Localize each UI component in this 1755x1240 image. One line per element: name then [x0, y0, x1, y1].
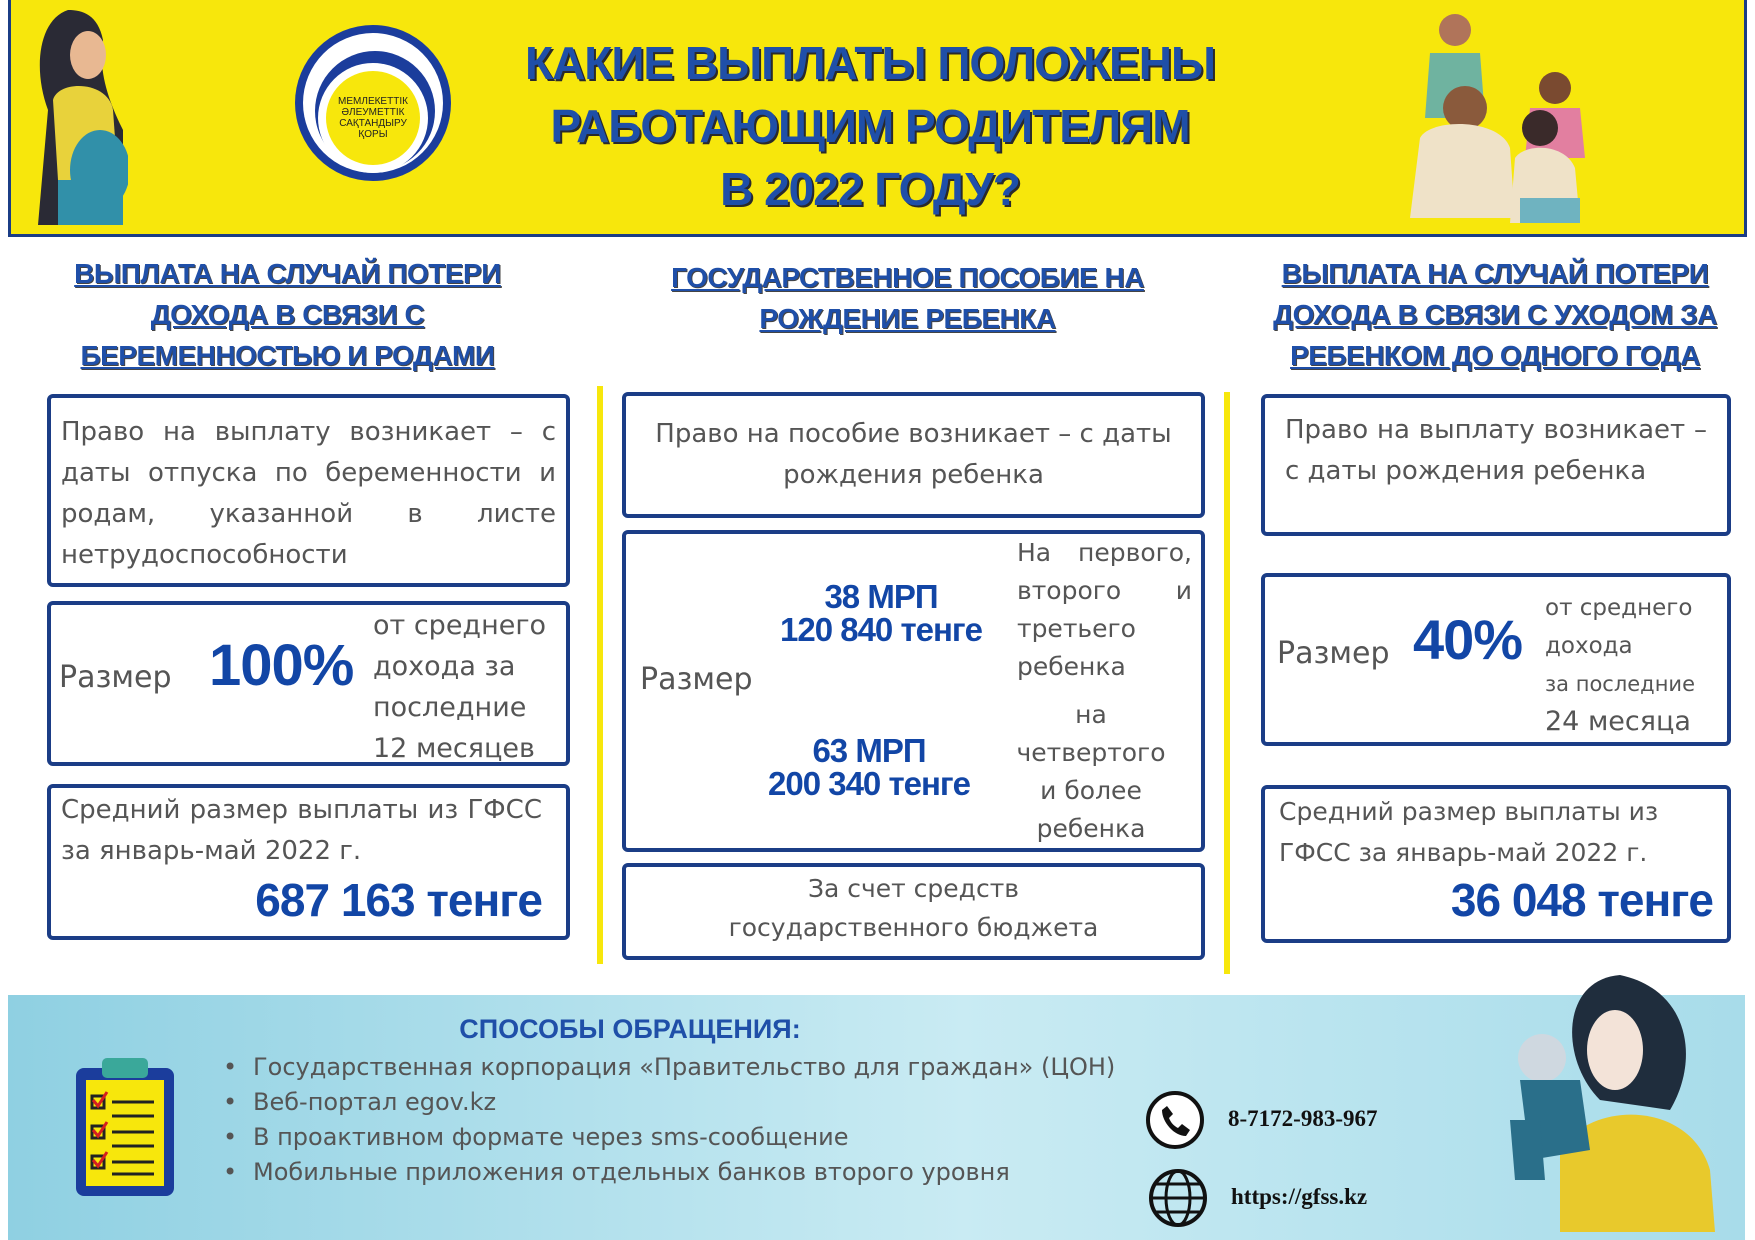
phone-number[interactable]: 8-7172-983-967: [1228, 1106, 1378, 1131]
tier-tenge: 200 340 тенге: [768, 765, 971, 802]
column-heading-maternity: ВЫПЛАТА НА СЛУЧАЙ ПОТЕРИ ДОХОДА В СВЯЗИ …: [30, 253, 545, 376]
contact-method-item: Веб-портал egov.kz: [223, 1088, 496, 1116]
contact-method-item: Государственная корпорация «Правительств…: [223, 1053, 1115, 1081]
tier-mrp: 63 МРП: [812, 732, 926, 769]
clipboard-checklist-icon: [76, 1058, 174, 1196]
contact-method-item: В проактивном формате через sms-сообщени…: [223, 1123, 849, 1151]
eligibility-text: Право на выплату возникает – с даты отпу…: [61, 417, 556, 570]
size-note-line: за последние: [1545, 672, 1695, 696]
tier-note: на четвертого и более ребенка: [1016, 700, 1166, 843]
size-label: Размер: [1277, 636, 1390, 671]
page-title-line: КАКИЕ ВЫПЛАТЫ ПОЛОЖЕНЫ: [525, 37, 1216, 89]
tier-note: На первого, второго и третьего ребенка: [1017, 538, 1192, 681]
average-text: Средний размер выплаты из ГФСС за январь…: [61, 795, 542, 866]
average-value: 687 163 тенге: [255, 874, 543, 926]
size-box: Размер 38 МРП 120 840 тенге На первого, …: [622, 530, 1205, 852]
heading-line: РЕБЕНКОМ ДО ОДНОГО ГОДА: [1290, 340, 1700, 371]
size-label: Размер: [59, 660, 172, 695]
heading-line: РОЖДЕНИЕ РЕБЕНКА: [759, 303, 1056, 334]
heading-line: ДОХОДА В СВЯЗИ С УХОДОМ ЗА: [1273, 299, 1717, 330]
size-box: Размер 40% от среднего дохода за последн…: [1261, 573, 1731, 746]
page-title-line: В 2022 ГОДУ?: [720, 163, 1021, 215]
logo-text: МЕМЛЕКЕТТІК ӘЛЕУМЕТТІК САҚТАНДЫРУ ҚОРЫ: [323, 96, 423, 140]
eligibility-text: Право на пособие возникает – с даты рожд…: [655, 419, 1172, 490]
family-illustration: [1410, 14, 1585, 223]
column-heading-birth-allowance: ГОСУДАРСТВЕННОЕ ПОСОБИЕ НА РОЖДЕНИЕ РЕБЕ…: [620, 257, 1195, 339]
page-title-line: РАБОТАЮЩИМ РОДИТЕЛЯМ: [550, 100, 1190, 152]
column-divider: [1224, 392, 1230, 974]
size-value: 100%: [209, 633, 354, 698]
logo-text-line: МЕМЛЕКЕТТІК: [338, 96, 408, 107]
mother-baby-illustration: [1510, 975, 1715, 1232]
heading-line: ВЫПЛАТА НА СЛУЧАЙ ПОТЕРИ: [74, 258, 501, 289]
phone-icon: [1146, 1091, 1204, 1149]
heading-line: ГОСУДАРСТВЕННОЕ ПОСОБИЕ НА: [671, 262, 1144, 293]
size-note-line: 24 месяца: [1545, 706, 1691, 737]
tier-tenge: 120 840 тенге: [780, 611, 983, 648]
eligibility-text: Право на выплату возникает – с даты рожд…: [1285, 415, 1707, 486]
column-divider: [597, 386, 603, 964]
size-note-line: 12 месяцев: [373, 733, 535, 764]
size-label: Размер: [640, 662, 753, 697]
size-note-line: дохода: [1545, 633, 1633, 659]
average-box: Средний размер выплаты из ГФСС за январь…: [1261, 785, 1731, 943]
website-link[interactable]: https://gfss.kz: [1231, 1184, 1368, 1209]
heading-line: ДОХОДА В СВЯЗИ С: [150, 299, 425, 330]
eligibility-box: Право на выплату возникает – с даты рожд…: [1261, 394, 1731, 536]
average-text: Средний размер выплаты из ГФСС за январь…: [1279, 797, 1659, 867]
average-value: 36 048 тенге: [1450, 874, 1714, 926]
eligibility-box: Право на выплату возникает – с даты отпу…: [47, 394, 570, 587]
contact-band: [8, 995, 1745, 1240]
logo-text-line: ӘЛЕУМЕТТІК: [341, 107, 405, 118]
contact-title: СПОСОБЫ ОБРАЩЕНИЯ:: [459, 1014, 801, 1044]
logo-text-line: САҚТАНДЫРУ: [339, 118, 407, 129]
size-note-line: последние: [373, 692, 527, 723]
logo-text-line: ҚОРЫ: [358, 129, 388, 140]
average-box: Средний размер выплаты из ГФСС за январь…: [47, 784, 570, 940]
heading-line: ВЫПЛАТА НА СЛУЧАЙ ПОТЕРИ: [1281, 258, 1709, 289]
size-value: 40%: [1413, 608, 1523, 671]
tier-mrp: 38 МРП: [824, 578, 938, 615]
gfss-logo: [295, 25, 451, 181]
contact-method-item: Мобильные приложения отдельных банков вт…: [223, 1158, 1010, 1186]
size-note-line: дохода за: [373, 651, 516, 682]
size-box: Размер 100% от среднего дохода за послед…: [47, 601, 570, 766]
eligibility-box: Право на пособие возникает – с даты рожд…: [622, 392, 1205, 518]
size-note-line: от среднего: [373, 610, 547, 641]
tier-amount: 63 МРП 200 340 тенге: [754, 734, 984, 800]
funding-text: За счет средств государственного бюджета: [728, 874, 1099, 942]
funding-box: За счет средств государственного бюджета: [622, 863, 1205, 960]
globe-www-icon: [1149, 1169, 1207, 1227]
pregnant-woman-illustration: [38, 10, 128, 225]
size-note: от среднего дохода за последние 12 месяц…: [373, 605, 563, 769]
tier-amount: 38 МРП 120 840 тенге: [766, 580, 996, 646]
size-note: от среднего дохода за последние 24 месяц…: [1545, 589, 1725, 741]
size-note-line: от среднего: [1545, 595, 1693, 621]
column-heading-childcare: ВЫПЛАТА НА СЛУЧАЙ ПОТЕРИ ДОХОДА В СВЯЗИ …: [1245, 253, 1745, 376]
heading-line: БЕРЕМЕННОСТЬЮ И РОДАМИ: [80, 340, 495, 371]
